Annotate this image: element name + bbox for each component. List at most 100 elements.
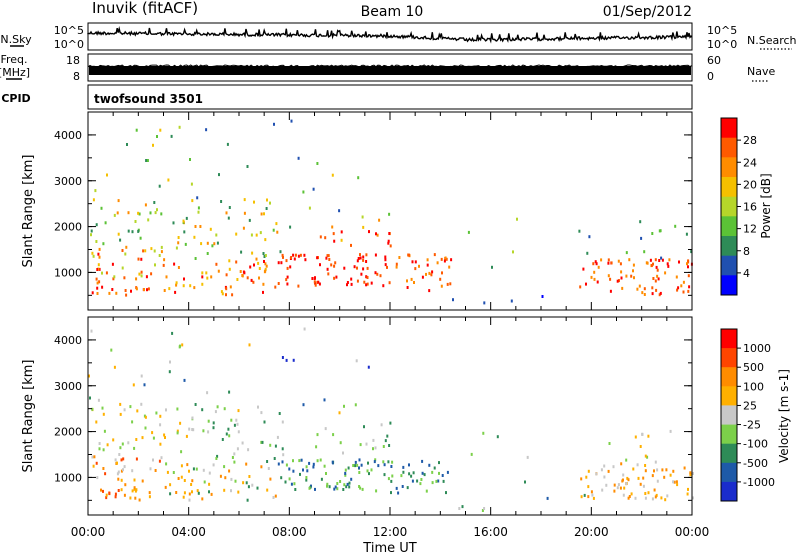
echo-mark	[114, 492, 117, 496]
echo-mark	[119, 238, 122, 242]
echo-mark	[227, 216, 230, 220]
echo-mark	[350, 243, 352, 247]
echo-mark	[153, 201, 156, 204]
echo-mark	[311, 277, 314, 280]
echo-mark	[386, 265, 388, 269]
echo-mark	[435, 479, 438, 483]
velocity-panel: 1000 2000 3000 4000 00:00 04:00 08:00 12:00 16:0…	[21, 316, 709, 554]
echo-mark	[585, 475, 588, 479]
velocity-ylabel: Slant Range [km]	[21, 360, 36, 473]
echo-mark	[230, 489, 232, 493]
echo-mark	[285, 259, 288, 263]
velocity-axes: 1000 2000 3000 4000 00:00 04:00 08:00 12:00 16:0…	[54, 317, 709, 539]
echo-mark	[252, 280, 255, 284]
echo-mark	[105, 493, 108, 497]
echo-mark	[145, 159, 148, 162]
echo-mark	[389, 244, 392, 248]
echo-mark	[366, 469, 369, 473]
echo-mark	[206, 241, 209, 245]
echo-mark	[312, 465, 315, 469]
echo-mark	[339, 480, 342, 483]
echo-mark	[191, 416, 194, 420]
echo-mark	[383, 473, 386, 477]
echo-mark	[137, 229, 140, 233]
echo-mark	[212, 426, 215, 430]
echo-mark	[171, 331, 174, 335]
echo-mark	[96, 292, 99, 295]
echo-mark	[116, 461, 118, 465]
colorbar-tick-label: -1000	[743, 476, 775, 489]
echo-mark	[356, 463, 359, 467]
echo-mark	[592, 496, 595, 500]
colorbar-tick-label: 24	[743, 156, 757, 169]
echo-mark	[652, 277, 655, 280]
echo-mark	[362, 255, 365, 259]
velocity-panel-frame	[87, 316, 693, 516]
echo-mark	[237, 490, 240, 494]
echo-mark	[661, 258, 664, 262]
echo-mark	[182, 219, 185, 223]
echo-mark	[402, 465, 405, 469]
power-scatter	[90, 119, 693, 305]
echo-mark	[666, 262, 669, 266]
echo-mark	[184, 242, 187, 246]
power-ylabel: Slant Range [km]	[21, 155, 36, 268]
echo-mark	[628, 495, 631, 498]
echo-mark	[269, 443, 272, 447]
echo-mark	[406, 286, 409, 289]
echo-mark	[316, 256, 319, 260]
echo-mark	[622, 493, 625, 497]
echo-mark	[333, 264, 336, 268]
echo-mark	[654, 495, 657, 499]
ytick-label: 4000	[54, 334, 82, 347]
freq-unit-label: [MHz]	[0, 66, 30, 79]
echo-mark	[182, 284, 185, 288]
echo-mark	[374, 253, 377, 257]
echo-mark	[346, 283, 348, 287]
echo-mark	[248, 475, 251, 478]
echo-mark	[445, 491, 447, 495]
echo-mark	[262, 282, 265, 286]
echo-mark	[398, 256, 401, 259]
echo-mark	[308, 206, 311, 210]
echo-mark	[366, 266, 369, 270]
echo-mark	[449, 282, 452, 286]
echo-mark	[314, 487, 316, 491]
echo-mark	[587, 485, 590, 489]
echo-mark	[134, 496, 137, 500]
colorbar-swatch	[721, 137, 737, 158]
echo-mark	[546, 496, 549, 500]
echo-mark	[123, 465, 126, 469]
echo-mark	[651, 497, 654, 501]
echo-mark	[319, 458, 322, 462]
xtick-label: 08:00	[272, 525, 307, 539]
echo-mark	[116, 472, 119, 476]
echo-mark	[597, 265, 600, 269]
echo-mark	[197, 206, 200, 210]
echo-mark	[104, 472, 107, 476]
cpid-panel: twofsound 3501	[87, 84, 693, 110]
echo-mark	[245, 481, 248, 485]
noise-tick-top-left: 10^5	[54, 24, 84, 37]
echo-mark	[442, 479, 445, 483]
echo-mark	[91, 251, 94, 255]
echo-mark	[277, 282, 280, 285]
echo-mark	[603, 464, 606, 468]
echo-mark	[397, 491, 400, 495]
echo-mark	[192, 467, 195, 471]
echo-mark	[651, 232, 654, 235]
echo-mark	[656, 479, 659, 483]
echo-mark	[656, 274, 659, 278]
echo-mark	[643, 287, 646, 291]
echo-mark	[257, 261, 260, 265]
echo-mark	[165, 462, 168, 466]
echo-mark	[391, 474, 394, 478]
echo-mark	[439, 277, 442, 281]
echo-mark	[383, 463, 386, 467]
echo-mark	[387, 477, 390, 481]
echo-mark	[163, 258, 166, 262]
echo-mark	[433, 253, 436, 257]
echo-mark	[651, 292, 654, 296]
echo-mark	[425, 489, 428, 493]
